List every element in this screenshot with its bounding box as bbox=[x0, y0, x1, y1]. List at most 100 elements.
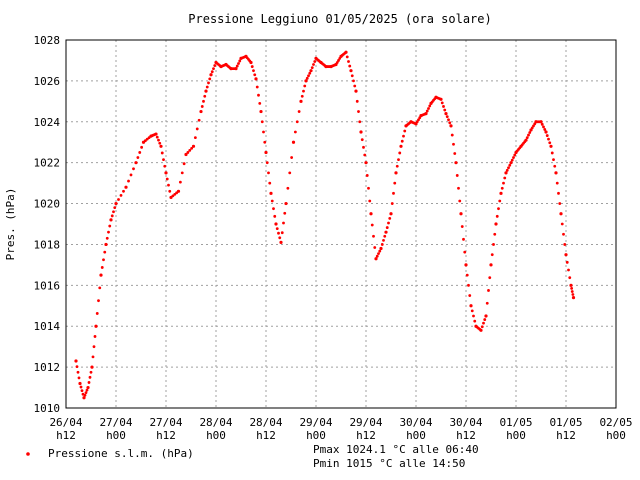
data-point bbox=[249, 60, 253, 65]
data-point bbox=[374, 257, 378, 261]
data-point-interp bbox=[493, 232, 497, 236]
x-tick-label: 29/04 bbox=[299, 416, 332, 429]
data-point bbox=[279, 240, 283, 244]
data-point-interp bbox=[348, 64, 352, 68]
data-point-interp bbox=[397, 158, 400, 162]
data-point-interp bbox=[571, 293, 575, 296]
y-tick-label: 1024 bbox=[34, 116, 61, 129]
y-tick-label: 1028 bbox=[34, 34, 61, 47]
x-tick-label: h12 bbox=[256, 429, 276, 442]
data-point-interp bbox=[390, 202, 394, 205]
data-point-interp bbox=[197, 118, 201, 122]
x-tick-label: 28/04 bbox=[199, 416, 232, 429]
data-point-interp bbox=[295, 120, 299, 124]
data-point-interp bbox=[570, 287, 574, 290]
y-tick-label: 1020 bbox=[34, 198, 61, 211]
data-point bbox=[176, 189, 181, 193]
data-point-interp bbox=[100, 266, 104, 269]
data-point bbox=[199, 109, 203, 114]
data-point-interp bbox=[453, 152, 457, 155]
data-point-interp bbox=[167, 183, 170, 187]
data-point-interp bbox=[350, 74, 354, 78]
data-point-interp bbox=[382, 238, 385, 242]
data-point bbox=[291, 140, 296, 144]
data-point-interp bbox=[508, 163, 512, 167]
data-point bbox=[299, 99, 303, 103]
data-point-interp bbox=[202, 99, 205, 103]
y-tick-label: 1026 bbox=[34, 75, 61, 88]
y-tick-label: 1012 bbox=[34, 361, 61, 374]
data-point-interp bbox=[442, 105, 445, 108]
data-point-interp bbox=[447, 118, 450, 122]
y-axis-label: Pres. (hPa) bbox=[4, 188, 17, 261]
data-point bbox=[499, 191, 503, 195]
x-tick-label: 01/05 bbox=[549, 416, 582, 429]
data-point bbox=[78, 381, 82, 386]
x-tick-label: h12 bbox=[156, 429, 176, 442]
x-tick-label: 27/04 bbox=[99, 416, 132, 429]
data-point-interp bbox=[205, 85, 209, 89]
data-point bbox=[469, 304, 473, 308]
data-point-interp bbox=[563, 243, 567, 246]
data-point bbox=[571, 296, 576, 300]
data-point-interp bbox=[83, 393, 87, 397]
data-point-interp bbox=[530, 126, 534, 130]
data-point-interp bbox=[129, 173, 133, 177]
data-point-interp bbox=[263, 140, 267, 144]
data-point bbox=[379, 246, 383, 251]
data-point-interp bbox=[502, 181, 505, 185]
data-point-interp bbox=[302, 89, 305, 93]
data-point-interp bbox=[110, 214, 114, 218]
data-point-interp bbox=[512, 156, 515, 159]
data-point-interp bbox=[375, 254, 379, 258]
data-point-interp bbox=[171, 194, 175, 198]
data-point-interp bbox=[255, 85, 259, 89]
data-point-interp bbox=[490, 253, 494, 257]
data-point-interp bbox=[113, 206, 117, 210]
data-point-interp bbox=[117, 198, 120, 201]
data-point-interp bbox=[208, 77, 212, 81]
data-point bbox=[494, 222, 498, 226]
data-point-interp bbox=[212, 67, 215, 71]
data-point-interp bbox=[290, 156, 294, 159]
pressure-series bbox=[74, 50, 576, 400]
data-point-interp bbox=[542, 125, 545, 129]
x-tick-label: 26/04 bbox=[49, 416, 82, 429]
x-tick-label: h00 bbox=[106, 429, 126, 442]
data-point-interp bbox=[313, 60, 317, 63]
data-point-interp bbox=[310, 66, 314, 69]
data-point-interp bbox=[427, 107, 430, 110]
pmax-annotation: Pmax 1024.1 °C alle 06:40 bbox=[313, 443, 479, 456]
data-point-interp bbox=[85, 388, 89, 392]
data-point-interp bbox=[103, 250, 107, 254]
data-point bbox=[259, 109, 263, 114]
data-point-interp bbox=[105, 236, 109, 240]
data-point-interp bbox=[403, 129, 407, 133]
data-point-interp bbox=[203, 94, 207, 98]
data-point-interp bbox=[513, 153, 517, 157]
data-point-interp bbox=[252, 69, 255, 73]
data-point-interp bbox=[365, 174, 369, 177]
data-point-interp bbox=[368, 199, 372, 203]
data-point bbox=[184, 152, 188, 157]
pmin-annotation: Pmin 1015 °C alle 14:50 bbox=[313, 457, 465, 470]
data-point-interp bbox=[467, 283, 470, 287]
data-point-interp bbox=[527, 133, 530, 137]
x-tick-label: 28/04 bbox=[249, 416, 282, 429]
data-point-interp bbox=[283, 211, 287, 215]
data-point-interp bbox=[455, 174, 459, 177]
data-point-interp bbox=[417, 118, 420, 122]
data-point-interp bbox=[91, 355, 95, 359]
data-point-interp bbox=[265, 161, 269, 165]
data-point-interp bbox=[373, 246, 377, 249]
data-point-interp bbox=[186, 151, 190, 154]
data-point bbox=[484, 314, 488, 318]
data-point-interp bbox=[79, 385, 83, 389]
data-point bbox=[104, 242, 108, 247]
data-point-interp bbox=[352, 79, 355, 83]
data-point bbox=[424, 112, 428, 116]
data-point-interp bbox=[395, 164, 399, 168]
data-point-interp bbox=[555, 181, 559, 185]
data-point-interp bbox=[258, 101, 262, 105]
data-point-interp bbox=[380, 243, 384, 246]
